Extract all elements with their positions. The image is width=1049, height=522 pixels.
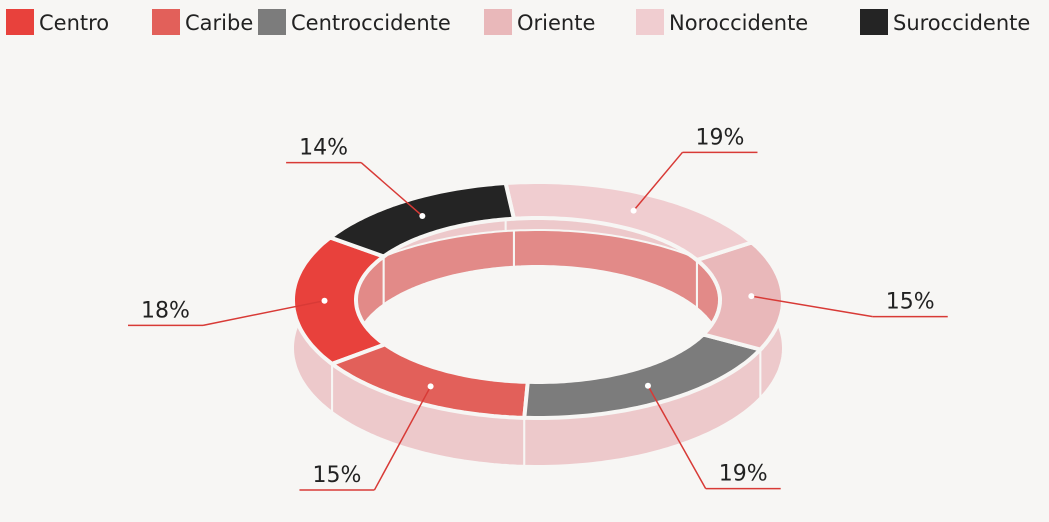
leader-line — [751, 295, 873, 318]
data-label: 15% — [313, 463, 362, 488]
ring-top — [291, 180, 785, 420]
legend-label: Suroccidente — [893, 11, 1030, 35]
legend-label: Caribe — [185, 11, 253, 35]
legend-swatch — [152, 9, 180, 35]
leader-dot — [748, 293, 755, 300]
legend-swatch — [258, 9, 286, 35]
leader-dot — [427, 383, 434, 390]
leader-line — [633, 151, 684, 212]
legend-label: Noroccidente — [669, 11, 808, 35]
leader-line — [202, 299, 325, 327]
legend-swatch — [484, 9, 512, 35]
data-label: 19% — [719, 462, 768, 487]
legend-swatch — [636, 9, 664, 35]
leader-line — [360, 162, 423, 217]
legend-label: Centro — [39, 11, 109, 35]
legend-swatch — [860, 9, 888, 35]
leader-dot — [630, 207, 637, 214]
leader-line — [647, 385, 707, 489]
data-label: 19% — [696, 125, 745, 150]
legend-swatch — [6, 9, 34, 35]
data-label: 18% — [141, 298, 190, 323]
leader-dot — [321, 297, 328, 304]
legend-label: Centroccidente — [291, 11, 451, 35]
leader-dot — [644, 382, 651, 389]
data-label: 15% — [886, 290, 935, 315]
ring-segment — [326, 180, 517, 259]
legend-label: Oriente — [517, 11, 595, 35]
leader-line — [373, 386, 432, 491]
leader-dot — [419, 212, 426, 219]
data-label: 14% — [299, 136, 348, 161]
